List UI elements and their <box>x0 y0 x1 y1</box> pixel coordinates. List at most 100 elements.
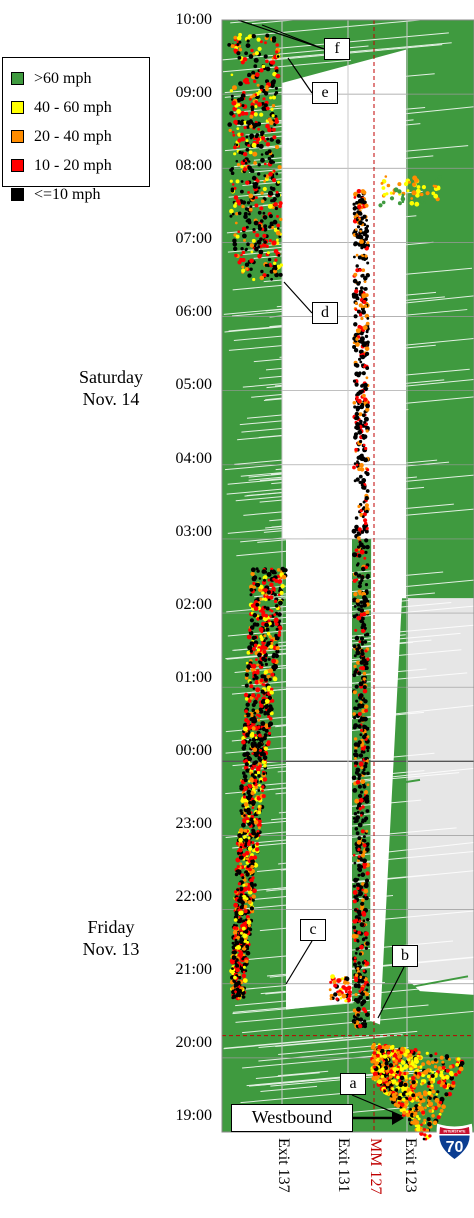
trajectory-streak <box>266 956 474 977</box>
speed-point <box>236 869 241 873</box>
speed-point <box>257 127 260 131</box>
speed-point <box>353 962 357 967</box>
speed-point <box>365 403 370 409</box>
speed-point <box>396 1103 401 1108</box>
speed-point <box>239 917 243 921</box>
trajectory-streak <box>248 459 438 478</box>
y-tick-label: 06:00 <box>175 303 212 320</box>
speed-point <box>358 1017 364 1022</box>
speed-point <box>263 54 268 59</box>
speed-point <box>364 992 370 997</box>
speed-point <box>396 1067 400 1071</box>
speed-point <box>361 818 365 822</box>
speed-point <box>357 553 362 558</box>
speed-point <box>355 395 359 400</box>
speed-point <box>273 202 278 207</box>
speed-point <box>254 134 259 139</box>
speed-point <box>269 159 274 165</box>
speed-point <box>410 197 414 200</box>
speed-point <box>268 668 273 674</box>
speed-point <box>403 1082 408 1087</box>
speed-point <box>243 722 247 727</box>
speed-point <box>269 96 273 100</box>
speed-point <box>266 590 271 595</box>
speed-point <box>246 810 251 815</box>
trajectory-streak <box>249 711 424 729</box>
speed-point <box>363 420 367 424</box>
speed-point <box>253 883 257 887</box>
speed-point <box>256 179 260 183</box>
trajectory-streak <box>263 393 336 401</box>
speed-point <box>264 706 268 710</box>
speed-point <box>441 1075 446 1080</box>
trajectory-streak <box>267 767 474 791</box>
speed-point <box>230 959 235 965</box>
speed-point <box>357 198 363 204</box>
speed-point <box>348 994 352 998</box>
trajectory-streak <box>227 526 297 534</box>
speed-point <box>249 618 254 623</box>
speed-point <box>448 1065 453 1069</box>
trajectory-streak <box>232 827 457 849</box>
speed-point <box>253 220 259 226</box>
speed-point <box>254 93 258 96</box>
speed-point <box>275 190 279 194</box>
speed-point <box>242 771 246 775</box>
speed-point <box>244 683 249 688</box>
speed-point <box>451 1080 456 1085</box>
speed-point <box>423 1133 427 1137</box>
speed-point <box>243 802 249 807</box>
speed-point <box>267 127 272 133</box>
speed-point <box>328 988 332 992</box>
speed-point <box>239 937 244 942</box>
speed-point <box>243 214 248 219</box>
speed-point <box>363 1019 367 1023</box>
speed-point <box>353 479 357 483</box>
speed-point <box>272 219 278 225</box>
speed-point <box>426 1085 430 1088</box>
speed-point <box>421 1062 425 1067</box>
speed-point <box>234 890 238 894</box>
speed-point <box>339 996 343 1000</box>
speed-point <box>358 389 363 395</box>
speed-point <box>239 257 244 263</box>
speed-point <box>353 654 357 658</box>
speed-point <box>363 931 369 937</box>
speed-point <box>426 1117 431 1122</box>
speed-point <box>357 724 362 729</box>
speed-point <box>237 961 241 965</box>
speed-point <box>364 649 368 653</box>
speed-point <box>360 354 366 360</box>
speed-point <box>268 262 272 266</box>
speed-point <box>259 68 264 73</box>
speed-point <box>266 572 272 577</box>
speed-point <box>246 722 250 726</box>
speed-point <box>268 225 272 229</box>
speed-point <box>361 305 364 309</box>
speed-point <box>236 163 241 167</box>
trajectory-streak <box>242 381 298 388</box>
speed-point <box>388 1063 393 1068</box>
speed-point <box>358 807 362 811</box>
speed-point <box>425 191 430 196</box>
speed-point <box>358 220 363 226</box>
legend-label: 10 - 20 mph <box>34 156 112 174</box>
speed-point <box>262 233 267 238</box>
speed-point <box>444 1092 449 1097</box>
speed-point <box>245 247 248 251</box>
speed-point <box>262 211 266 215</box>
speed-point <box>239 905 244 910</box>
speed-point <box>356 1013 360 1017</box>
speed-point <box>353 405 357 409</box>
speed-point <box>229 179 233 183</box>
speed-point <box>356 806 359 810</box>
speed-point <box>253 57 259 63</box>
speed-point <box>355 647 359 651</box>
speed-point <box>250 773 255 777</box>
speed-point <box>423 1128 426 1131</box>
speed-point <box>430 1080 434 1084</box>
trajectory-streak <box>259 473 332 482</box>
speed-point <box>400 1071 405 1076</box>
speed-point <box>260 191 264 195</box>
speed-point <box>261 64 266 69</box>
